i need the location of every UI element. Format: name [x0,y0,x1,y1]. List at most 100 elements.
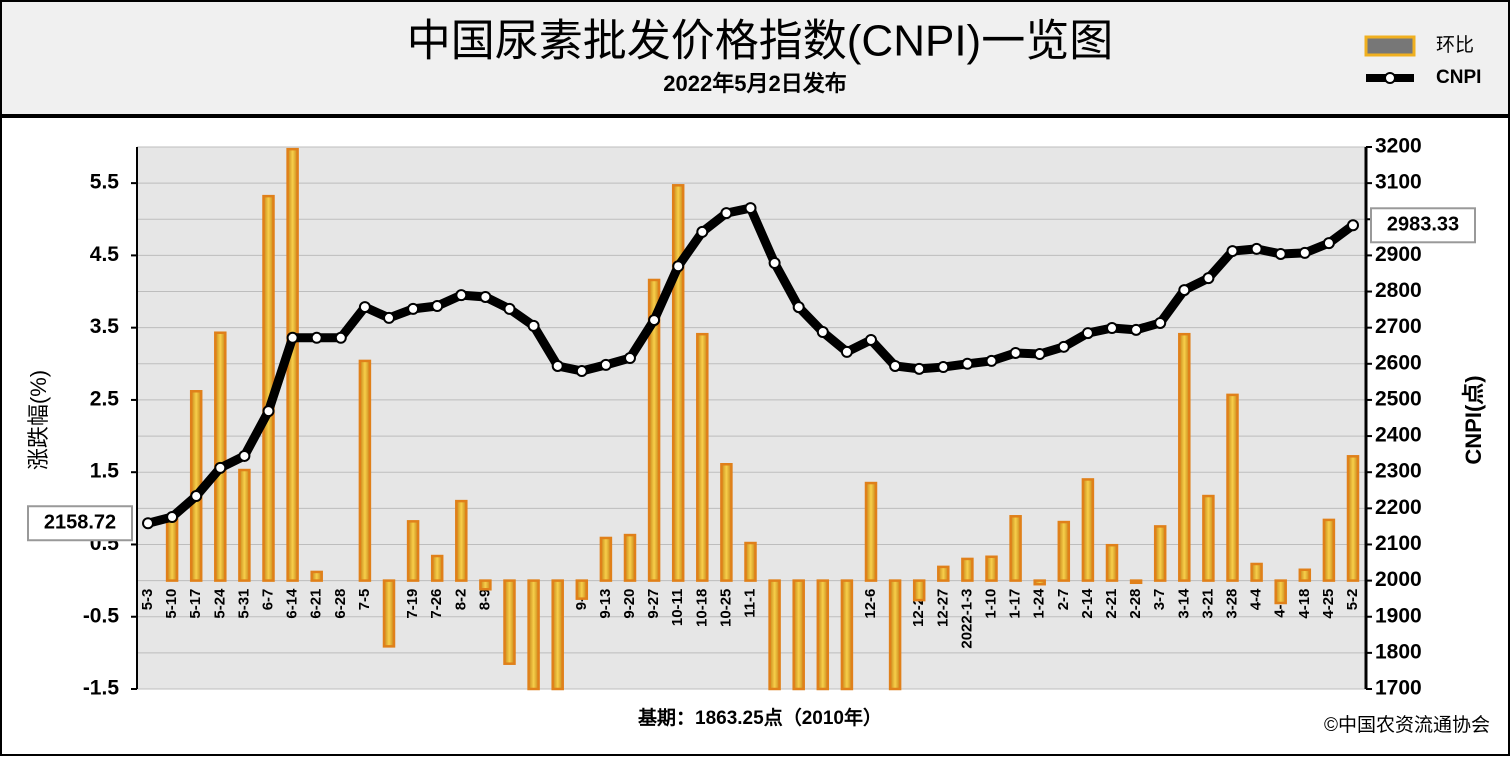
y2-tick-label: 2100 [1375,532,1422,555]
point [142,517,154,530]
bar [310,570,323,582]
x-tick-label: 4-18 [1296,589,1313,619]
point [1081,327,1094,340]
point [1322,237,1335,250]
x-tick-label: 5-31 [235,589,252,619]
value-label-box [1370,207,1476,244]
point [1057,340,1070,353]
point [527,319,540,332]
bar [864,481,878,582]
point [455,289,468,302]
y-tick-label: -0.5 [83,604,120,627]
point [431,299,444,312]
point [1154,316,1167,329]
point [865,333,877,346]
bar [599,536,613,582]
y-axis-label: 涨跌幅(%) [26,370,51,470]
bar [165,517,179,582]
x-tick-label: 4-4 [1248,588,1265,610]
header-bg [0,0,1510,116]
point [840,345,853,358]
x-tick-label: 9-27 [645,589,662,619]
bar [816,579,830,691]
y2-tick-label: 2500 [1375,387,1422,410]
y2-tick-label: 3100 [1375,171,1422,194]
x-tick-label: 7-5 [356,589,373,611]
x-tick-label: 4-25 [1320,589,1337,619]
x-tick-label: 9-20 [621,589,638,619]
x-tick-label: 8-9 [476,589,493,611]
point [648,314,661,327]
y-tick-label: 3.5 [90,315,120,338]
point [407,302,420,315]
chart-title: 中国尿素批发价格指数(CNPI)一览图 [407,17,1113,66]
point [479,290,492,303]
point [358,301,371,314]
bar [286,147,299,582]
x-tick-label: 1-17 [1007,589,1024,619]
bar [430,554,444,582]
point [310,331,323,344]
point [383,311,395,324]
x-tick-label: 6-28 [332,589,349,619]
y-tick-label: 4.5 [90,243,120,266]
source: ©中国农资流通协会 [1324,714,1490,736]
point [624,352,636,365]
point [262,405,275,418]
point [792,301,805,314]
y-tick-label: 5.5 [90,171,120,194]
point [551,359,564,372]
bar [937,565,950,582]
value-label: 2983.33 [1387,214,1459,236]
point [672,260,685,273]
bar [985,555,998,582]
point [816,326,829,339]
point [575,365,588,378]
x-tick-label: 1-10 [982,589,999,619]
bar [1105,543,1119,582]
bar [1346,455,1360,582]
bar [912,579,926,602]
x-tick-label: 5-3 [139,589,156,611]
point [1009,346,1022,359]
x-tick-label: 11-1 [741,589,758,618]
legend-swatch [1364,35,1416,57]
bar [1226,393,1239,582]
y2-tick-label: 3200 [1375,135,1422,158]
bar [671,184,685,582]
y2-axis-label: CNPI(点) [1461,375,1486,464]
value-label-box [27,505,133,542]
bar [1057,520,1071,582]
y-tick-label: 2.5 [90,387,120,410]
x-tick-label: 6-14 [284,588,301,619]
y2-tick-label: 2900 [1375,243,1422,266]
x-tick-label: 6-21 [308,589,325,619]
chart-subtitle: 2022年5月2日发布 [663,71,846,96]
x-tick-label: 5-24 [211,588,228,619]
y2-tick-label: 2700 [1375,315,1422,338]
y2-tick-label: 2600 [1375,351,1422,374]
bar [1274,579,1287,605]
point [1250,242,1263,255]
bar [1129,579,1143,585]
x-tick-label: 5-10 [163,589,180,619]
y2-tick-label: 1900 [1375,604,1422,627]
point [334,331,347,344]
point [985,354,998,367]
point [937,361,950,374]
y2-tick-label: 1800 [1375,640,1422,663]
bar [551,579,564,691]
point [1106,322,1118,335]
bar [768,579,781,691]
y-tick-label: 1.5 [90,460,120,483]
x-tick-label: 3-7 [1151,589,1168,611]
bar [455,499,468,582]
y2-tick-label: 2000 [1375,568,1422,591]
bar [1178,332,1191,582]
x-tick-label: 2-28 [1127,589,1144,619]
bar [575,579,589,600]
legend-label: CNPI [1436,67,1481,88]
x-tick-label: 10-25 [717,589,734,627]
legend-swatch [1384,72,1396,84]
